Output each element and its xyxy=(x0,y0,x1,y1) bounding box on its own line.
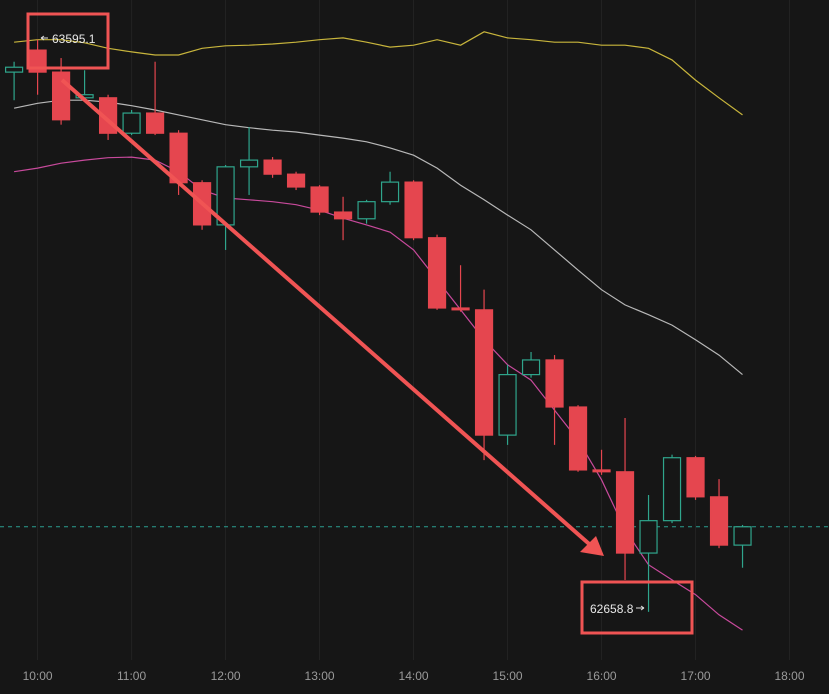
high-label-arrow xyxy=(40,35,48,41)
trend-arrow xyxy=(60,78,598,552)
candle-body xyxy=(357,201,376,220)
high-label: 63595.1 xyxy=(52,32,96,46)
candle-body xyxy=(521,359,541,376)
candle-body xyxy=(709,496,729,546)
candle-body xyxy=(239,159,259,168)
indicator-line xyxy=(14,31,743,116)
low-label-arrow xyxy=(636,605,645,611)
high-label-box xyxy=(26,12,110,70)
x-tick-label: 12:00 xyxy=(211,669,241,683)
x-tick-label: 10:00 xyxy=(23,669,53,683)
candle-body xyxy=(451,307,470,311)
x-tick-label: 14:00 xyxy=(399,669,429,683)
trend-arrow-head xyxy=(580,536,604,556)
candle-body xyxy=(615,471,635,554)
candle-body xyxy=(474,309,494,436)
x-tick-label: 11:00 xyxy=(117,669,146,683)
candle-body xyxy=(592,469,611,473)
candle-body xyxy=(4,66,24,73)
candle-body xyxy=(545,359,564,408)
candles xyxy=(4,39,752,612)
candle-body xyxy=(51,71,71,121)
x-axis: 10:00 11:00 12:00 13:00 14:00 15:00 16:00 17:00… xyxy=(23,669,805,683)
x-tick-label: 15:00 xyxy=(493,669,523,683)
x-tick-label: 18:00 xyxy=(775,669,805,683)
candle-body xyxy=(686,457,705,498)
candle-body xyxy=(263,159,282,175)
x-tick-label: 16:00 xyxy=(587,669,617,683)
candle-body xyxy=(404,181,423,239)
low-label: 62658.8 xyxy=(590,602,634,616)
low-label-box xyxy=(580,580,694,635)
candle-body xyxy=(662,457,682,522)
x-tick-label: 17:00 xyxy=(681,669,711,683)
overlay: 63595.1 62658.8 xyxy=(26,12,694,635)
candle-body xyxy=(733,526,752,546)
candle-body xyxy=(498,374,517,436)
candle-body xyxy=(145,112,165,134)
candle-body xyxy=(380,181,400,203)
candle-body xyxy=(427,237,447,309)
candle-body xyxy=(639,520,658,554)
candle-body xyxy=(122,112,141,134)
candle-body xyxy=(310,186,329,213)
candle-body xyxy=(568,406,588,471)
candle-body xyxy=(333,211,353,220)
candle-body xyxy=(286,173,306,188)
indicator-line xyxy=(13,99,743,376)
x-tick-label: 13:00 xyxy=(305,669,335,683)
